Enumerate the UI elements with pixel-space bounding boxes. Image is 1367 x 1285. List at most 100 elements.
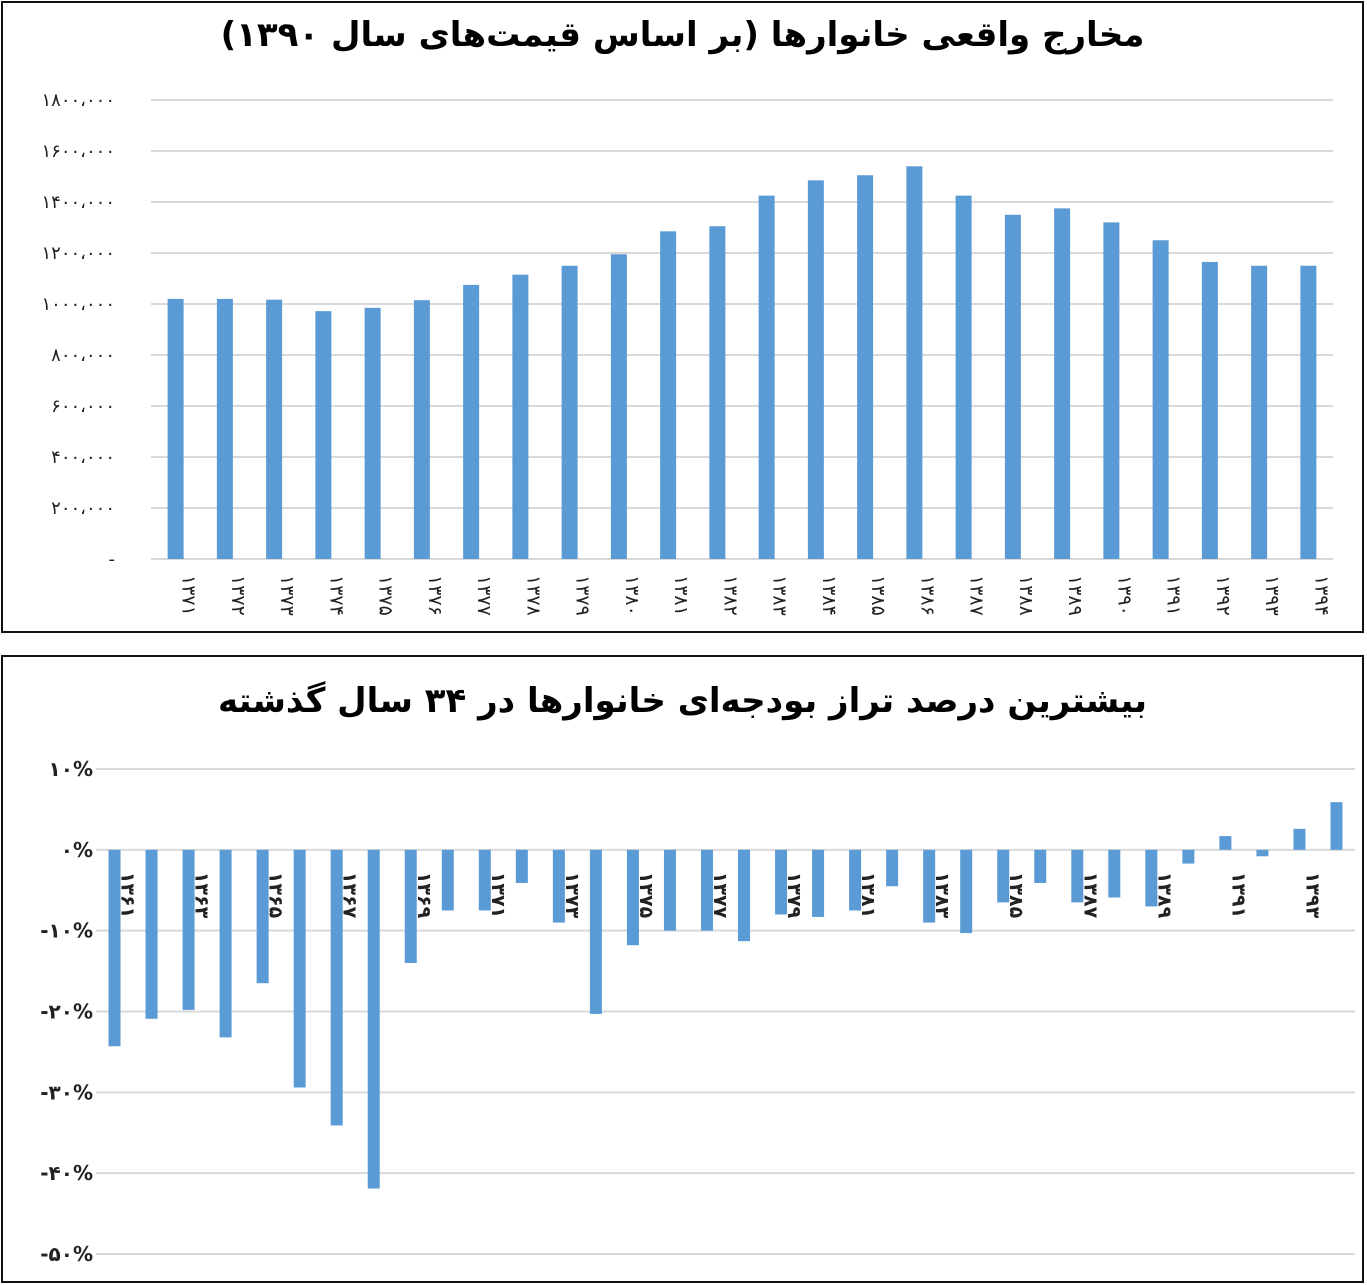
- bar: [256, 849, 269, 984]
- chart-title: مخارج واقعی خانوارها (بر اساس قیمت‌های س…: [220, 15, 1145, 55]
- bar: [857, 175, 874, 559]
- bar: [219, 849, 232, 1038]
- x-tick-label: ۱۳۸۶: [916, 575, 938, 616]
- bar: [315, 311, 332, 559]
- y-tick-label: -: [109, 549, 116, 570]
- bar: [738, 849, 751, 942]
- bar: [960, 849, 973, 934]
- x-tick-label: ۱۳۹۰: [1113, 575, 1135, 616]
- x-tick-label: ۱۳۸۳: [931, 872, 953, 919]
- bar: [145, 849, 158, 1019]
- bar: [441, 849, 454, 911]
- bar-chart-budget-balance: ۱۰% ۰% -۱۰% -۲۰% -۳۰% -۴۰% -۵۰% ۱۳۶۱ ۱۳۶۳ ۱۳۶۵ ۱۳۶…: [40, 757, 1355, 1266]
- bar: [1152, 240, 1169, 559]
- bar: [1201, 261, 1218, 559]
- x-tick-label: ۱۳۸۹: [1064, 575, 1086, 616]
- x-tick-label: ۱۳۸۴: [818, 575, 840, 616]
- bar: [167, 298, 184, 559]
- bar: [1054, 208, 1071, 559]
- x-tick-label: ۱۳۷۳: [276, 575, 298, 616]
- y-tick-label: -۳۰%: [40, 1080, 93, 1104]
- bar: [413, 300, 430, 559]
- bar: [478, 849, 491, 911]
- x-tick-label: ۱۳۶۳: [191, 872, 213, 919]
- y-tick-label: -۲۰%: [40, 1000, 93, 1024]
- y-tick-label: -۱۰%: [40, 919, 93, 943]
- y-tick-label: ۲۰۰،۰۰۰: [51, 498, 115, 519]
- y-tick-label: -۴۰%: [40, 1161, 93, 1185]
- x-tick-label: ۱۳۷۵: [635, 872, 657, 919]
- bar: [886, 849, 899, 887]
- bar: [906, 166, 923, 560]
- x-tick-label: ۱۳۹۲: [1212, 575, 1234, 616]
- bar: [463, 284, 480, 559]
- x-tick-label: ۱۳۷۱: [178, 575, 200, 616]
- x-tick-label: ۱۳۷۱: [487, 872, 509, 918]
- bar: [1256, 849, 1269, 857]
- bar: [807, 180, 824, 559]
- x-tick-label: ۱۳۹۱: [1163, 575, 1185, 616]
- x-tick-label: ۱۳۹۳: [1301, 872, 1323, 919]
- bar: [923, 849, 936, 923]
- y-tick-label: ۱۰۰۰،۰۰۰: [42, 294, 116, 315]
- x-tick-label: ۱۳۶۵: [265, 872, 287, 919]
- bar: [589, 849, 602, 1014]
- y-tick-label: ۱۲۰۰،۰۰۰: [42, 243, 116, 264]
- bar: [561, 265, 578, 559]
- bar: [1103, 222, 1120, 559]
- bar: [812, 849, 825, 917]
- x-tick-label: ۱۳۷۶: [424, 575, 446, 616]
- x-tick-label: ۱۳۷۹: [783, 872, 805, 919]
- bar: [955, 195, 972, 559]
- bar: [364, 307, 381, 559]
- x-tick-label: ۱۳۸۷: [966, 575, 988, 616]
- y-tick-label: ۱۰%: [49, 757, 93, 781]
- x-tick-label: ۱۳۸۸: [1015, 575, 1037, 616]
- x-tick-label: ۱۳۸۳: [769, 575, 791, 616]
- x-tick-label: ۱۳۷۸: [522, 575, 544, 616]
- x-tick-label: ۱۳۹۳: [1261, 575, 1283, 616]
- bar: [709, 226, 726, 559]
- bar-chart-household-expenditure: ۱۸۰۰،۰۰۰ ۱۶۰۰،۰۰۰ ۱۴۰۰،۰۰۰ ۱۲۰۰،۰۰۰ ۱۰۰۰،۰۰۰…: [42, 90, 1333, 616]
- bar: [552, 849, 565, 923]
- x-tick-label: ۱۳۸۲: [719, 575, 741, 616]
- bar: [1330, 802, 1343, 850]
- x-tick-label: ۱۳۸۷: [1079, 872, 1101, 919]
- bar: [404, 849, 417, 963]
- x-tick-label: ۱۳۷۹: [572, 575, 594, 616]
- y-tick-label: ۱۶۰۰،۰۰۰: [42, 141, 116, 162]
- bar: [700, 849, 713, 931]
- bar: [1182, 849, 1195, 864]
- x-tick-label: ۱۳۶۱: [117, 872, 139, 918]
- x-tick-label: ۱۳۸۱: [670, 575, 692, 616]
- x-tick-label: ۱۳۷۵: [375, 575, 397, 616]
- x-tick-label: ۱۳۸۵: [1005, 872, 1027, 919]
- x-tick-label: ۱۳۹۱: [1227, 872, 1249, 918]
- x-tick-label: ۱۳۷۲: [227, 575, 249, 616]
- y-tick-label: ۰%: [61, 838, 93, 862]
- bar: [1034, 849, 1047, 883]
- bar: [849, 849, 862, 911]
- y-tick-label: ۸۰۰،۰۰۰: [51, 345, 115, 366]
- x-tick-label: ۱۳۸۰: [621, 575, 643, 616]
- chart-panel-household-expenditure: مخارج واقعی خانوارها (بر اساس قیمت‌های س…: [1, 1, 1364, 633]
- bar: [293, 849, 306, 1088]
- chart-title: بیشترین درصد تراز بودجه‌ای خانوارها در ۳…: [218, 681, 1147, 721]
- x-tick-label: ۱۳۸۵: [867, 575, 889, 616]
- y-tick-label: ۴۰۰،۰۰۰: [51, 447, 115, 468]
- x-tick-label: ۱۳۷۴: [325, 575, 347, 616]
- bar: [758, 195, 775, 559]
- bar: [1108, 849, 1121, 898]
- bar: [1071, 849, 1084, 903]
- bar: [367, 849, 380, 1189]
- bar: [512, 274, 529, 559]
- bar: [660, 231, 677, 559]
- bar: [663, 849, 676, 931]
- x-tick-label: ۱۳۷۷: [709, 872, 731, 919]
- bar: [1145, 849, 1158, 907]
- y-tick-label: ۱۸۰۰،۰۰۰: [42, 90, 116, 111]
- y-tick-label: ۱۴۰۰،۰۰۰: [42, 192, 116, 213]
- bar: [775, 849, 788, 915]
- bar: [1300, 265, 1317, 559]
- bar: [108, 849, 121, 1047]
